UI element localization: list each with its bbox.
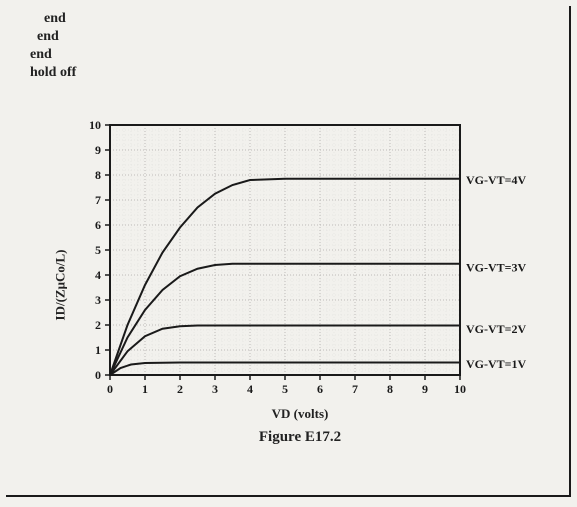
figure-caption: Figure E17.2 — [259, 429, 341, 446]
svg-text:3: 3 — [212, 382, 218, 396]
series-label: VG-VT=4V — [466, 173, 527, 187]
series-label: VG-VT=2V — [466, 322, 527, 336]
svg-text:5: 5 — [95, 243, 101, 257]
svg-text:8: 8 — [95, 168, 101, 182]
code-block: end end end hold off — [30, 10, 76, 82]
svg-text:9: 9 — [95, 143, 101, 157]
code-line-2: end — [30, 28, 76, 46]
svg-text:8: 8 — [387, 382, 393, 396]
svg-text:7: 7 — [352, 382, 358, 396]
svg-text:10: 10 — [454, 382, 466, 396]
svg-text:5: 5 — [282, 382, 288, 396]
svg-text:4: 4 — [95, 268, 101, 282]
chart-container: ID/(ZμCo/L) 012345678910012345678910VG-V… — [70, 120, 530, 450]
svg-text:4: 4 — [247, 382, 253, 396]
svg-text:2: 2 — [177, 382, 183, 396]
svg-text:6: 6 — [95, 218, 101, 232]
code-line-4: hold off — [30, 64, 76, 82]
svg-text:3: 3 — [95, 293, 101, 307]
svg-text:10: 10 — [89, 120, 101, 132]
x-axis-label: VD (volts) — [272, 406, 329, 422]
svg-text:6: 6 — [317, 382, 323, 396]
svg-text:1: 1 — [95, 343, 101, 357]
svg-text:0: 0 — [107, 382, 113, 396]
series-label: VG-VT=3V — [466, 261, 527, 275]
series-label: VG-VT=1V — [466, 357, 527, 371]
code-line-3: end — [30, 46, 76, 64]
page-frame-right — [569, 6, 571, 497]
svg-text:0: 0 — [95, 368, 101, 382]
svg-text:2: 2 — [95, 318, 101, 332]
page-frame-bottom — [6, 495, 571, 497]
y-axis-label: ID/(ZμCo/L) — [52, 250, 68, 321]
svg-text:7: 7 — [95, 193, 101, 207]
chart-svg: 0 1 2 3 4 5 6 7 8 9 10 0 1 2 3 4 5 6 7 8 9 10 VG-VT=4V VG-VT=3V… — [70, 120, 530, 400]
svg-text:9: 9 — [422, 382, 428, 396]
svg-text:1: 1 — [142, 382, 148, 396]
code-line-1: end — [30, 10, 76, 28]
